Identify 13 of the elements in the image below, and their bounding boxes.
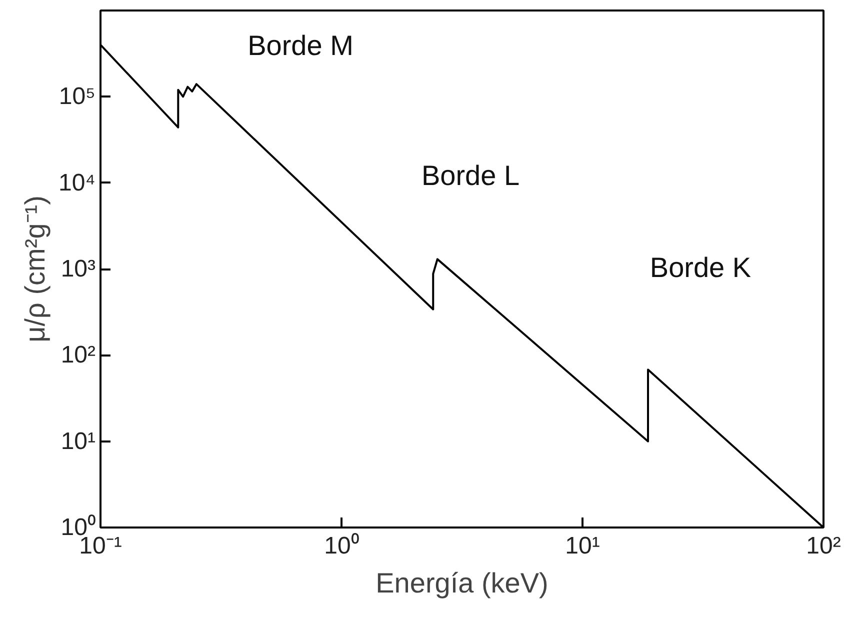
y-tick-label: 10⁵ [58, 83, 96, 110]
y-tick-label: 10¹ [60, 428, 96, 455]
x-tick-label: 10⁰ [324, 532, 359, 560]
y-tick-label: 10² [60, 342, 96, 369]
annotation: Borde M [248, 30, 354, 61]
y-tick-label: 10⁴ [58, 169, 96, 196]
x-tick-label: 10² [806, 532, 841, 560]
y-tick-label: 10³ [60, 256, 96, 282]
annotation: Borde K [650, 252, 752, 283]
annotation: Borde L [421, 160, 520, 191]
x-axis-title: Energía (keV) [376, 568, 548, 598]
x-tick-label: 10¹ [565, 532, 600, 560]
y-axis-title: μ/ρ (cm²g⁻¹) [19, 196, 50, 342]
